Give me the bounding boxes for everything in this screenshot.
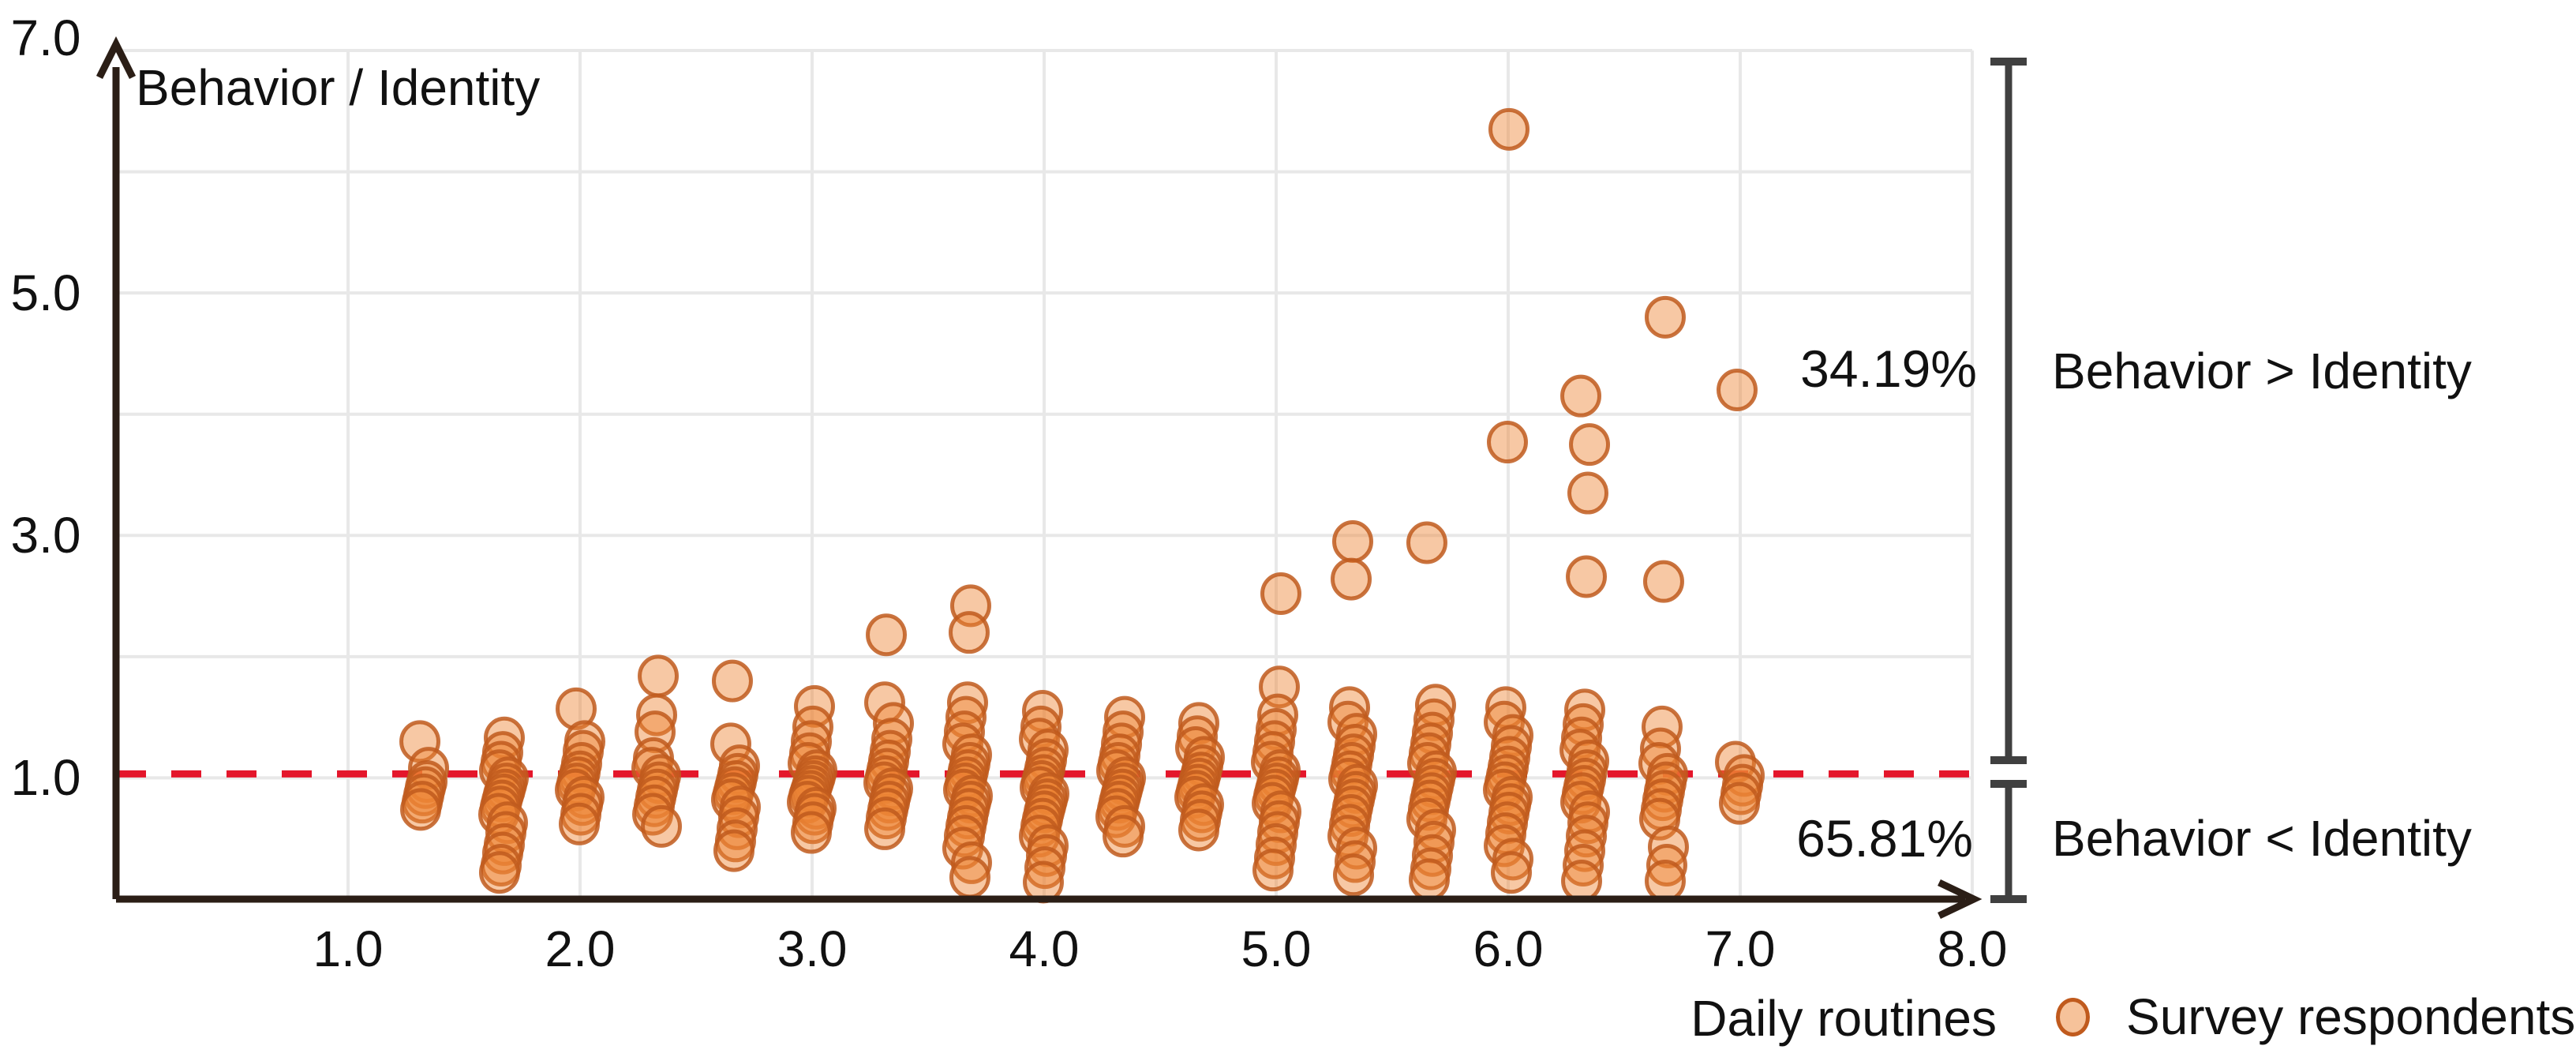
legend-label: Survey respondents xyxy=(2126,988,2576,1045)
data-point xyxy=(943,815,985,858)
data-point xyxy=(1560,374,1602,418)
x-tick-label: 1.0 xyxy=(313,920,384,977)
data-point xyxy=(1569,423,1611,467)
x-tick-label: 4.0 xyxy=(1009,920,1080,977)
data-point xyxy=(1717,369,1758,412)
data-point xyxy=(1563,844,1604,887)
data-point xyxy=(1408,858,1450,901)
data-point xyxy=(1260,572,1301,616)
data-point xyxy=(950,841,992,884)
data-point xyxy=(1561,716,1603,759)
data-point xyxy=(641,804,683,848)
data-point xyxy=(1646,844,1687,887)
data-point xyxy=(1331,557,1372,601)
data-point xyxy=(711,659,753,703)
data-point xyxy=(948,611,990,654)
data-point xyxy=(1644,859,1686,902)
legend-circle-icon xyxy=(2056,997,2090,1036)
data-point xyxy=(400,788,442,831)
data-point xyxy=(478,851,520,894)
data-point xyxy=(1487,421,1528,464)
data-point xyxy=(1567,471,1609,515)
data-point xyxy=(949,856,990,899)
x-tick-label: 8.0 xyxy=(1937,920,2008,977)
data-point xyxy=(1492,838,1533,881)
x-tick-label: 3.0 xyxy=(777,920,848,977)
data-point xyxy=(1103,815,1144,858)
data-point xyxy=(791,811,832,854)
data-point xyxy=(1406,521,1447,564)
data-point xyxy=(1335,840,1376,883)
data-point xyxy=(638,654,680,698)
y-axis-arrow-icon xyxy=(95,36,137,80)
data-point xyxy=(1644,295,1686,339)
y-tick-label: 1.0 xyxy=(10,749,81,807)
x-tick-label: 2.0 xyxy=(545,920,616,977)
label-behavior-greater: Behavior > Identity xyxy=(2052,343,2472,399)
data-point xyxy=(1254,836,1295,879)
annotation-above-percent: 34.19% xyxy=(1800,339,1977,398)
y-tick-label: 5.0 xyxy=(10,264,81,322)
data-point xyxy=(1024,846,1065,890)
x-tick-label: 6.0 xyxy=(1473,920,1544,977)
y-axis-title: Behavior / Identity xyxy=(136,59,541,116)
data-point xyxy=(866,613,908,657)
y-tick-label: 7.0 xyxy=(10,9,81,66)
x-tick-label: 7.0 xyxy=(1705,920,1776,977)
y-tick-label: 3.0 xyxy=(10,507,81,564)
data-point xyxy=(1491,851,1532,894)
legend: Survey respondents xyxy=(2056,988,2575,1046)
data-point xyxy=(1564,829,1606,872)
data-point xyxy=(1719,782,1760,825)
data-point xyxy=(1252,849,1294,892)
data-point xyxy=(559,802,600,845)
x-axis-arrow-icon xyxy=(1938,879,1983,920)
data-point xyxy=(864,807,906,850)
data-point xyxy=(1561,859,1603,902)
x-tick-label: 5.0 xyxy=(1241,920,1312,977)
annotation-below-percent: 65.81% xyxy=(1796,809,1973,868)
data-point xyxy=(1639,727,1681,770)
label-behavior-less: Behavior < Identity xyxy=(2052,810,2472,867)
data-point xyxy=(636,693,678,737)
data-point xyxy=(1020,705,1061,748)
data-point xyxy=(1641,705,1683,748)
data-point xyxy=(399,720,441,763)
data-point xyxy=(1333,853,1375,897)
data-point xyxy=(556,687,597,730)
data-point xyxy=(713,829,754,872)
data-point xyxy=(1488,107,1530,151)
data-point xyxy=(1642,560,1684,603)
data-point xyxy=(1178,808,1219,852)
x-axis-title: Daily routines xyxy=(1690,990,1997,1047)
data-point xyxy=(1332,519,1374,563)
data-point xyxy=(1566,555,1608,598)
